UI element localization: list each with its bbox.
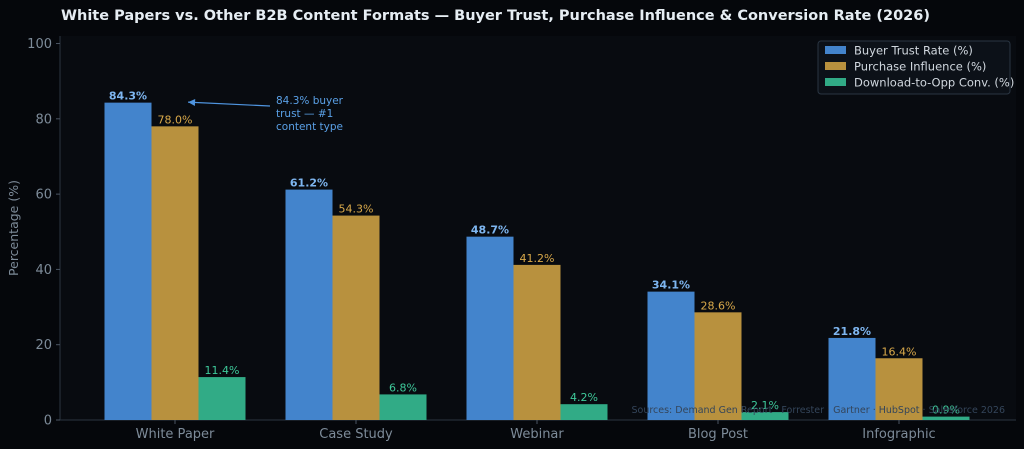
bar	[647, 291, 695, 420]
data-label: 4.2%	[570, 391, 598, 404]
x-tick-label: Blog Post	[688, 427, 748, 442]
bar	[285, 189, 333, 420]
bar	[198, 377, 246, 420]
data-label: 48.7%	[471, 224, 509, 237]
x-tick-label: White Paper	[136, 427, 215, 442]
data-label: 2.1%	[751, 399, 779, 412]
bar	[922, 416, 970, 420]
data-label: 41.2%	[520, 252, 555, 265]
bars	[104, 102, 970, 421]
y-tick-label: 0	[44, 414, 52, 429]
data-label: 16.4%	[882, 345, 917, 358]
source-note: Sources: Demand Gen Report · Forrester ·…	[631, 405, 1005, 416]
bar	[151, 126, 199, 421]
legend-swatch	[825, 62, 846, 70]
bar	[513, 264, 561, 420]
bar	[741, 412, 789, 420]
annotation-arrow	[188, 101, 271, 107]
data-labels: 84.3% 61.2% 48.7% 34.1% 21.8% 78.0% 54.3% 41.2%…	[109, 90, 960, 417]
data-label: 78.0%	[158, 113, 193, 126]
bar	[379, 394, 427, 420]
legend-label: Buyer Trust Rate (%)	[854, 44, 973, 58]
data-label: 54.3%	[339, 203, 374, 216]
y-tick-label: 80	[35, 112, 52, 127]
data-label: 84.3%	[109, 90, 147, 103]
bar	[694, 312, 742, 420]
legend-swatch	[825, 46, 846, 54]
bar	[560, 404, 608, 420]
legend-box	[817, 40, 1011, 95]
y-tick-label: 40	[35, 263, 52, 278]
legend: Buyer Trust Rate (%) Purchase Influence (…	[817, 40, 1014, 95]
annotation-text: 84.3% buyer	[276, 95, 344, 107]
legend-label: Purchase Influence (%)	[854, 60, 986, 74]
data-label: 0.9%	[932, 404, 960, 417]
legend-label: Download-to-Opp Conv. (%)	[854, 76, 1014, 90]
bar	[828, 337, 876, 420]
y-tick-label: 20	[35, 338, 52, 353]
x-ticks: White Paper Case Study Webinar Blog Post Inf…	[136, 420, 936, 442]
bar	[104, 102, 152, 421]
chart-title: White Papers vs. Other B2B Content Forma…	[61, 8, 930, 24]
data-label: 28.6%	[701, 299, 736, 312]
y-ticks: 0 20 40 60 80 100	[27, 37, 60, 429]
x-tick-label: Case Study	[319, 427, 393, 442]
x-tick-label: Webinar	[510, 427, 564, 442]
data-label: 34.1%	[652, 279, 690, 292]
data-label: 6.8%	[389, 381, 417, 394]
bar	[332, 215, 380, 420]
bar	[875, 358, 923, 420]
annotation-text: content type	[276, 121, 343, 133]
data-label: 21.8%	[833, 325, 871, 338]
data-label: 61.2%	[290, 177, 328, 190]
y-tick-label: 100	[27, 37, 52, 52]
bar	[466, 236, 514, 420]
x-tick-label: Infographic	[862, 427, 935, 442]
legend-swatch	[825, 78, 846, 86]
data-label: 11.4%	[205, 364, 240, 377]
annotation-arrowhead	[188, 98, 196, 106]
annotation-text: trust — #1	[276, 108, 333, 120]
y-tick-label: 60	[35, 188, 52, 203]
y-axis-label: Percentage (%)	[6, 180, 21, 276]
